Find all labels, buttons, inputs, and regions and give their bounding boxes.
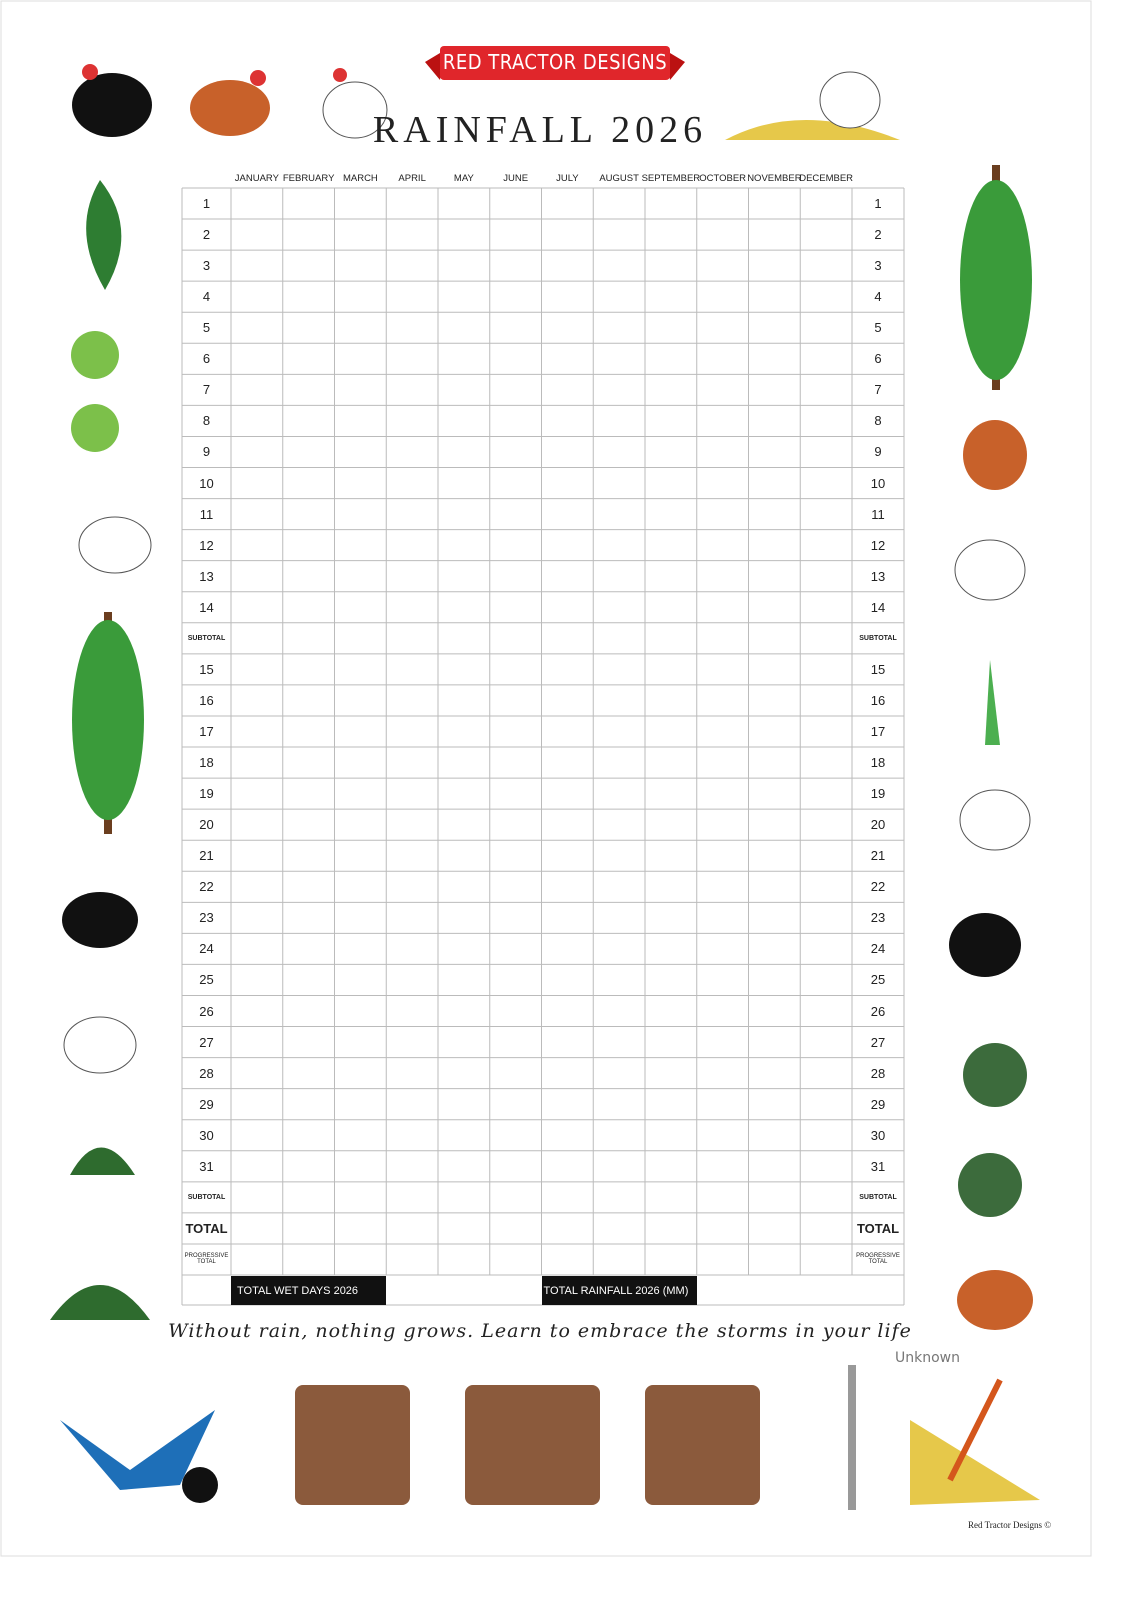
month-header: JULY [556, 173, 579, 185]
row-label: 16 [199, 692, 214, 708]
row-label: 3 [874, 258, 882, 274]
row-label: 2 [874, 227, 882, 243]
row-label: 17 [199, 723, 214, 739]
row-label: TOTAL [856, 1220, 900, 1236]
row-label: 31 [199, 1158, 214, 1174]
row-label: 27 [199, 1034, 214, 1050]
wet-days-box: TOTAL WET DAYS 2026 [231, 1276, 387, 1305]
row-label: 11 [199, 506, 214, 522]
row-label: 10 [199, 475, 214, 491]
row-label: 13 [199, 568, 214, 584]
row-label: 1 [202, 196, 211, 212]
row-label: 17 [870, 723, 886, 739]
row-label: 8 [202, 413, 211, 429]
row-label: 26 [199, 1003, 214, 1019]
row-label: 14 [870, 599, 886, 615]
row-label: 22 [199, 879, 214, 895]
row-label: 9 [874, 444, 882, 460]
row-label: SUBTOTAL [187, 1193, 226, 1201]
row-label: PROGRESSIVE TOTAL [184, 1253, 229, 1266]
month-header: APRIL [398, 173, 426, 185]
illustrations [50, 64, 1040, 1510]
row-label: 25 [870, 972, 886, 988]
row-label: 6 [202, 351, 211, 367]
row-label: 30 [870, 1127, 886, 1143]
row-label: 20 [199, 817, 214, 833]
row-label: 8 [874, 413, 882, 429]
row-label: 10 [870, 475, 886, 491]
row-label: 2 [202, 227, 211, 243]
row-label: 18 [199, 755, 214, 771]
row-label: 9 [202, 444, 211, 460]
month-header: JUNE [503, 173, 529, 185]
row-label: 7 [874, 382, 882, 398]
rainfall-box: TOTAL RAINFALL 2026 (MM) [541, 1276, 697, 1305]
row-label: 31 [870, 1158, 886, 1174]
row-label: SUBTOTAL [187, 634, 226, 642]
row-label: PROGRESSIVE TOTAL [856, 1253, 900, 1266]
row-label: 15 [199, 661, 214, 677]
row-label: 26 [870, 1003, 886, 1019]
row-label: 13 [870, 568, 886, 584]
row-label: 1 [874, 196, 882, 212]
month-header: FEBRUARY [282, 173, 335, 185]
page-border [0, 0, 1092, 1557]
row-label: 19 [199, 786, 214, 802]
month-header: MARCH [342, 173, 378, 185]
row-label: 23 [199, 910, 214, 926]
title: RAINFALL 2026 [372, 109, 708, 151]
row-label: 7 [202, 382, 211, 398]
row-label: 28 [870, 1065, 886, 1081]
row-label: 5 [874, 320, 882, 336]
row-label: 22 [870, 879, 886, 895]
row-label: SUBTOTAL [859, 634, 897, 642]
row-label: 28 [199, 1065, 214, 1081]
ribbon [440, 46, 670, 80]
row-label: 12 [199, 537, 214, 553]
row-label: 6 [874, 351, 882, 367]
month-header: OCTOBER [699, 173, 747, 185]
month-header: DECEMBER [799, 173, 854, 185]
row-label: 21 [870, 848, 886, 864]
row-label: 15 [870, 661, 886, 677]
row-label: 12 [870, 537, 886, 553]
row-label: 3 [202, 258, 211, 274]
month-header: MAY [453, 173, 474, 185]
row-label: 20 [870, 817, 886, 833]
row-label: 23 [870, 910, 886, 926]
row-label: SUBTOTAL [859, 1193, 897, 1201]
brand: RED TRACTOR DESIGNS [442, 50, 668, 74]
month-header: SEPTEMBER [641, 173, 701, 185]
month-header: NOVEMBER [747, 173, 802, 185]
row-label: 21 [199, 848, 214, 864]
row-label: 19 [870, 786, 886, 802]
row-label: 29 [199, 1096, 214, 1112]
row-label: 4 [874, 289, 882, 305]
row-label: 11 [871, 506, 885, 522]
row-label: 24 [199, 941, 214, 957]
quote-author: Unknown [895, 1350, 960, 1366]
row-label: 4 [202, 289, 211, 305]
row-label: 30 [199, 1127, 214, 1143]
row-label: 14 [199, 599, 214, 615]
row-label: 5 [202, 320, 211, 336]
row-label: 24 [870, 941, 886, 957]
month-header: AUGUST [599, 173, 639, 185]
month-header: JANUARY [234, 173, 279, 185]
row-label: TOTAL [185, 1220, 228, 1236]
row-label: 25 [199, 972, 214, 988]
quote: Without rain, nothing grows. Learn to em… [168, 1320, 912, 1342]
copyright: Red Tractor Designs © [968, 1520, 1052, 1530]
row-label: 18 [870, 755, 886, 771]
row-label: 29 [870, 1096, 886, 1112]
row-label: 16 [870, 692, 886, 708]
row-label: 27 [870, 1034, 886, 1050]
